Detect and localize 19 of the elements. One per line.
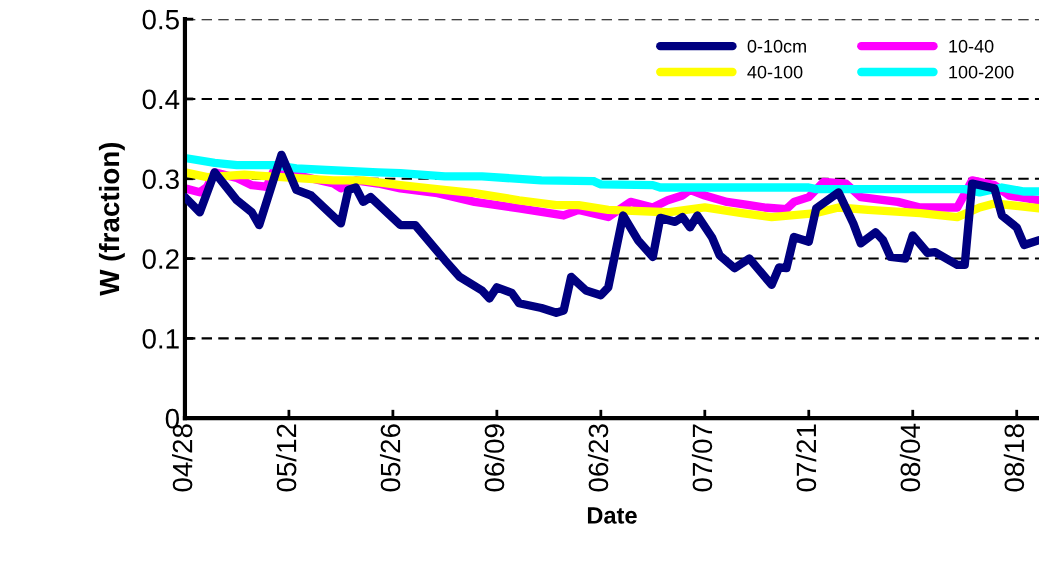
x-tick-label: 06/09: [483, 424, 505, 492]
x-axis-title: Date: [587, 507, 637, 524]
x-tick-label: 08/18: [1003, 424, 1025, 492]
legend-label: 10-40: [949, 39, 994, 53]
legend-label: 0-10cm: [747, 39, 806, 53]
y-tick-label: 0.2: [142, 249, 179, 269]
x-tick-label: 07/07: [691, 424, 713, 492]
y-axis-title: W (fraction): [98, 142, 125, 296]
y-tick-label: 0.4: [142, 89, 180, 110]
y-tick-label: 0.3: [142, 169, 179, 190]
x-tick-label: 05/26: [379, 424, 401, 492]
x-tick-label: 08/04: [899, 423, 921, 492]
x-tick-label: 05/12: [275, 424, 297, 492]
y-tick-label: 0.5: [142, 9, 179, 30]
legend-label: 100-200: [949, 65, 1014, 79]
x-tick-label: 06/23: [587, 424, 609, 492]
x-tick-label: 07/21: [795, 424, 817, 492]
legend-label: 40-100: [747, 65, 803, 79]
y-tick-label: 0.1: [142, 329, 179, 349]
